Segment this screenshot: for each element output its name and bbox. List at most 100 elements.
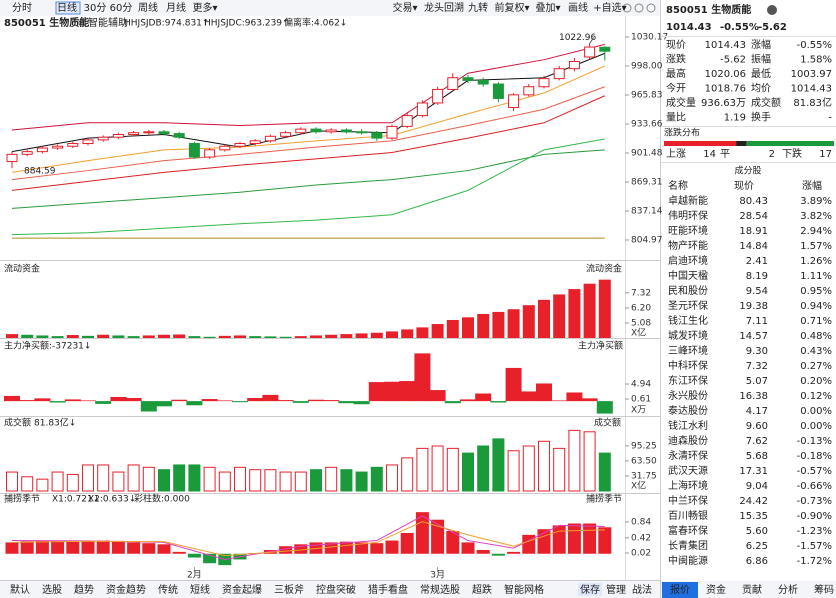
bottom-tab[interactable]: 管理 [606, 583, 626, 596]
component-name[interactable]: 民和股份 [668, 285, 708, 297]
distribution-count: 14 [703, 149, 716, 160]
component-name[interactable]: 钱江生化 [668, 314, 708, 327]
panel-title-right: 捕捞季节 [586, 493, 622, 505]
component-name[interactable]: 中科环保 [668, 359, 708, 372]
net-bar [551, 400, 568, 402]
toolbar-bg [0, 0, 660, 16]
toolbar-button[interactable]: 前复权▾ [494, 1, 529, 14]
turnover-bar [340, 469, 353, 492]
bottom-tab[interactable]: 资金趋势 [106, 583, 146, 596]
bottom-tab[interactable]: 猎手看盘 [368, 583, 408, 596]
stat-value: 1014.43 [791, 84, 832, 95]
bottom-tab[interactable]: 默认 [10, 583, 30, 596]
component-name[interactable]: 中兰环保 [668, 494, 708, 507]
unit-label: X亿 [631, 327, 646, 339]
turnover-bar [310, 469, 322, 492]
y-tick-label: 0.61 [631, 395, 651, 405]
component-name[interactable]: 中闽能源 [668, 554, 708, 567]
toolbar-button[interactable]: 画线 [568, 1, 588, 14]
right-tab[interactable]: 资金 [706, 583, 726, 596]
turnover-bar [507, 450, 520, 492]
candle-body [508, 94, 520, 108]
bottom-tab[interactable]: 超跌 [472, 583, 492, 596]
candle-body [432, 88, 444, 104]
right-tab[interactable]: 分析 [778, 583, 798, 596]
bottom-tab[interactable]: 战法 [632, 583, 652, 596]
flow-bar [218, 335, 231, 338]
toolbar-button[interactable]: 龙头回溯 [424, 1, 464, 14]
season-bar [294, 544, 308, 554]
toolbar-button[interactable]: 叠加▾ [535, 2, 560, 14]
toolbar-button[interactable]: 更多▾ [192, 1, 217, 14]
component-name[interactable]: 旺能环境 [668, 224, 708, 237]
net-bar [414, 353, 431, 402]
toolbar-button[interactable]: 分时 [12, 2, 32, 14]
flow-bar [264, 336, 277, 338]
season-bar [400, 532, 414, 554]
right-tab[interactable]: 报价 [670, 583, 690, 596]
net-bar [64, 399, 81, 402]
net-bar [399, 381, 416, 402]
component-name[interactable]: 迪森股份 [668, 434, 708, 447]
candle-body [447, 77, 459, 90]
turnover-bar [538, 440, 550, 492]
component-price: 9.60 [746, 421, 768, 432]
component-name[interactable]: 长青集团 [668, 539, 708, 552]
component-name[interactable]: 伟明环保 [668, 209, 708, 222]
component-name[interactable]: 上海环境 [668, 479, 708, 492]
toolbar-button[interactable]: 交易▾ [392, 1, 417, 14]
component-price: 28.54 [739, 211, 768, 222]
toolbar-button[interactable]: +自选▾ [593, 1, 626, 14]
component-change: -1.57% [797, 541, 832, 552]
stat-value: - [828, 113, 832, 124]
component-name[interactable]: 中国天楹 [668, 269, 708, 282]
candle-body [36, 147, 48, 153]
component-name[interactable]: 富春环保 [668, 524, 708, 537]
component-name[interactable]: 启迪环境 [668, 254, 708, 267]
bottom-tab[interactable]: 短线 [190, 583, 210, 596]
bottom-tab[interactable]: 控盘突破 [316, 583, 356, 596]
component-name[interactable]: 永清环保 [668, 449, 708, 462]
bottom-tab[interactable]: 趋势 [74, 583, 94, 596]
net-bar [201, 399, 218, 402]
component-name[interactable]: 三峰环境 [668, 344, 708, 357]
bottom-tab[interactable]: 三板斧 [274, 583, 304, 596]
y-tick-label: 95.25 [631, 441, 657, 451]
candle-body [356, 131, 368, 134]
toolbar-button[interactable]: 周线 [138, 1, 158, 14]
season-bar [81, 541, 95, 554]
bottom-tab[interactable]: 常规选股 [420, 583, 460, 596]
component-name[interactable]: 圣元环保 [668, 299, 708, 312]
bottom-tab[interactable]: 智能网格 [504, 583, 544, 596]
component-name[interactable]: 东江环保 [668, 374, 708, 387]
component-name[interactable]: 武汉天源 [668, 464, 708, 477]
bottom-tab[interactable]: 传统 [158, 583, 178, 596]
toolbar-button[interactable]: 60分 [110, 2, 133, 14]
flow-bar [249, 336, 262, 338]
component-name[interactable]: 泰达股份 [668, 404, 708, 417]
season-bar [20, 541, 34, 554]
bottom-tab[interactable]: 资金起爆 [222, 583, 262, 596]
toolbar-button[interactable]: 月线 [166, 1, 186, 14]
component-name[interactable]: 物产环能 [668, 239, 708, 252]
component-name[interactable]: 永兴股份 [668, 389, 708, 402]
turnover-bar [203, 466, 216, 492]
bottom-tab[interactable]: 保存 [580, 583, 600, 596]
right-tab[interactable]: 贡献 [742, 583, 762, 596]
candle-body [234, 143, 246, 147]
bottom-tab[interactable]: 选股 [42, 583, 62, 596]
season-bar [142, 543, 156, 554]
indicator-reading: 偏离率:4.062↓ [284, 17, 347, 29]
season-bar [461, 542, 475, 554]
toolbar-button[interactable]: 30分 [84, 2, 107, 14]
candle-body [280, 132, 292, 137]
component-name[interactable]: 城发环境 [668, 329, 708, 342]
component-name[interactable]: 钱江水利 [668, 419, 708, 432]
right-tab[interactable]: 筹码 [814, 583, 834, 596]
toolbar-button[interactable]: 九转 [468, 1, 488, 14]
indicator-line [11, 138, 605, 236]
component-name[interactable]: 卓越新能 [668, 194, 708, 207]
component-name[interactable]: 百川畅银 [668, 509, 708, 522]
toolbar-button[interactable]: 日线 [57, 1, 77, 14]
candle-body [325, 129, 337, 133]
